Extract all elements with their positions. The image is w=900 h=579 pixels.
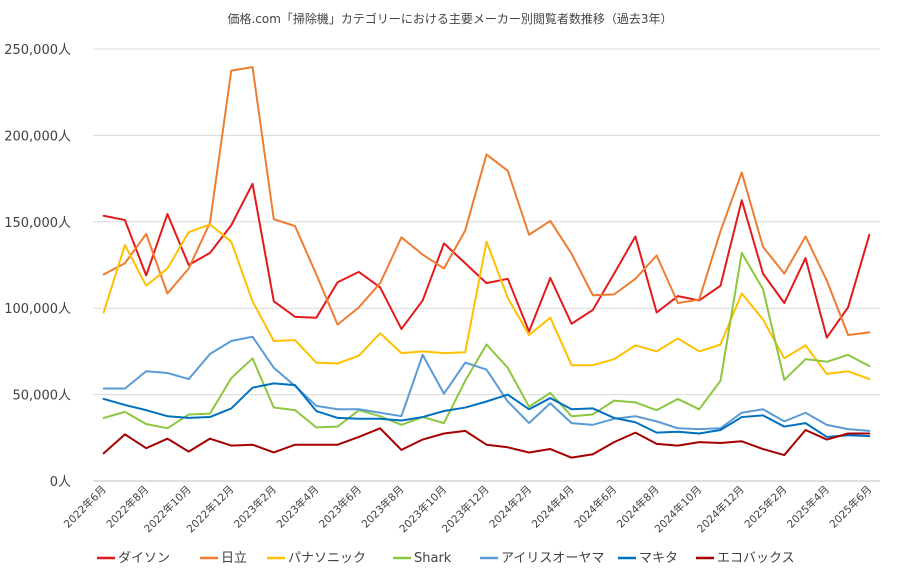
legend-label: 日立 (221, 551, 247, 566)
x-tick-label: 2022年6月 (61, 483, 109, 531)
x-axis: 2022年6月2022年8月2022年10月2022年12月2023年2月202… (61, 483, 874, 535)
x-tick-label: 2025年6月 (827, 483, 875, 531)
x-tick-label: 2024年2月 (486, 483, 534, 531)
legend: ダイソン 日立 パナソニック Shark アイリスオーヤマ マキタ エコバックス (97, 551, 795, 566)
x-tick-label: 2024年6月 (572, 483, 620, 531)
x-tick-label: 2024年4月 (529, 483, 577, 531)
x-tick-label: 2024年8月 (614, 483, 662, 531)
y-tick-label: 50,000人 (13, 389, 72, 404)
legend-label: ダイソン (118, 551, 170, 566)
y-tick-label: 150,000人 (4, 216, 71, 231)
x-tick-label: 2022年8月 (104, 483, 152, 531)
x-tick-label: 2023年4月 (274, 483, 322, 531)
legend-label: エコバックス (717, 551, 795, 566)
series-line-2 (102, 66, 871, 336)
legend-label: マキタ (639, 551, 678, 566)
y-axis: 0人 50,000人 100,000人 150,000人 200,000人 250,000… (4, 43, 71, 490)
series-lines (102, 66, 871, 459)
x-tick-label: 2023年8月 (359, 483, 407, 531)
x-tick-label: 2025年2月 (742, 483, 790, 531)
series-line-6 (102, 382, 871, 438)
y-tick-label: 100,000人 (4, 302, 71, 317)
x-tick-label: 2025年4月 (784, 483, 832, 531)
legend-label: パナソニック (288, 551, 366, 566)
legend-label: アイリスオーヤマ (501, 551, 604, 566)
legend-label: Shark (414, 551, 452, 566)
y-tick-label: 250,000人 (4, 43, 71, 58)
gridlines (93, 48, 880, 482)
series-line-4 (102, 251, 871, 430)
y-tick-label: 0人 (50, 475, 71, 490)
series-line-1 (102, 182, 871, 339)
x-tick-label: 2023年2月 (231, 483, 279, 531)
series-line-7 (102, 427, 871, 459)
x-tick-label: 2023年6月 (316, 483, 364, 531)
chart-title: 価格.com「掃除機」カテゴリーにおける主要メーカー別閲覧者数推移（過去3年） (227, 11, 672, 26)
y-tick-label: 200,000人 (4, 129, 71, 144)
series-line-3 (102, 223, 871, 381)
series-line-5 (102, 335, 871, 432)
